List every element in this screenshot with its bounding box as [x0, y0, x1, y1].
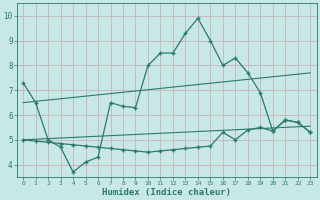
X-axis label: Humidex (Indice chaleur): Humidex (Indice chaleur): [102, 188, 231, 197]
